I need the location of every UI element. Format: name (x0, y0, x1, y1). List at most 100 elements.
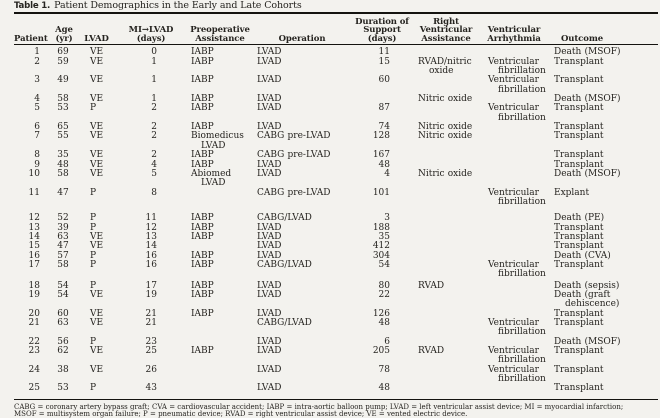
cell-duration: 48 (338, 384, 414, 401)
cell-filler (628, 161, 658, 170)
cell-outcome: Transplant (554, 222, 604, 233)
cell-outcome: Transplant (554, 56, 604, 67)
column-header-age: Age (yr) (44, 13, 84, 46)
cell-age: 59 (57, 56, 69, 67)
cell-operation: LVAD (257, 75, 282, 86)
column-header-filler (628, 13, 658, 46)
cell-outcome: Transplant (554, 103, 604, 114)
cell-lvad: VE (90, 159, 104, 170)
cell-outcome: Transplant (554, 308, 604, 319)
cell-patient: 5 (34, 103, 40, 114)
cell-age: 58 (57, 94, 69, 105)
cell-rv_assist (414, 319, 486, 338)
cell-outcome: Transplant (554, 131, 604, 142)
cell-duration: 80 (378, 280, 390, 291)
cell-mi_to_lvad: 14 (145, 241, 157, 252)
cell-filler (628, 280, 658, 291)
cell-preop (178, 384, 254, 401)
cell-outcome: Death (sepsis) (554, 280, 620, 291)
cell-mi_to_lvad: 1 (151, 94, 157, 105)
table-row-patient-7: 7 55 VE 2 Biomedicus LVAD CABG pre-LVAD 128 Nit… (14, 132, 658, 151)
cell-lvad: VE (90, 75, 104, 86)
cell-lvad: P (90, 213, 97, 224)
cell-preop: IABP (191, 94, 214, 105)
cell-age: 52 (57, 213, 69, 224)
cell-patient: 9 (34, 159, 40, 170)
cell-arrhythmia (486, 161, 548, 170)
cell-operation: CABG/LVAD (257, 213, 312, 224)
table-row-patient-8: 8 35 VE 2 IABP CABG pre-LVAD 167 Transplant (14, 150, 658, 161)
cell-operation: LVAD (257, 122, 282, 133)
cell-preop: IABP (191, 346, 214, 357)
cell-patient: 12 (28, 213, 40, 224)
cell-outcome: Death (MSOF) (554, 47, 621, 58)
cell-outcome: Transplant (554, 75, 604, 86)
table-row-patient-11: 11 47 P 8 CABG pre-LVAD 101 Ventricular fibril… (14, 187, 658, 208)
cell-operation: LVAD (257, 241, 282, 252)
cell-arrhythmia (486, 151, 548, 160)
table-row-patient-20: 20 60 VE 21 IABP LVAD 126 Transplant (14, 308, 658, 319)
cell-patient: 20 (28, 308, 40, 319)
cell-outcome: Explant (554, 187, 590, 198)
cell-rv_assist: Nitric oxide (418, 131, 473, 142)
cell-operation: LVAD (257, 336, 282, 347)
cell-rv_assist (414, 76, 486, 95)
cell-filler (628, 58, 658, 77)
cell-filler (628, 123, 658, 132)
cell-filler (628, 170, 658, 189)
table-row-patient-9: 9 48 VE 4 IABP LVAD 48 Transplant (14, 159, 658, 170)
table-title: Patient Demographics in the Early and La… (54, 0, 302, 11)
cell-preop: Abiomed LVAD (191, 168, 232, 189)
cell-age: 62 (57, 346, 69, 357)
cell-lvad: VE (90, 131, 104, 142)
table-row-patient-12: 12 52 P 11 IABP CABG/LVAD 3 Death (PE) (14, 207, 658, 223)
cell-lvad: P (90, 222, 97, 233)
cell-preop (178, 338, 254, 347)
cell-arrhythmia (486, 207, 548, 223)
cell-age: 57 (57, 250, 69, 261)
table-row-patient-16: 16 57 P 16 IABP LVAD 304 Death (CVA) (14, 250, 658, 261)
cell-lvad: VE (90, 318, 104, 329)
cell-mi_to_lvad: 17 (145, 280, 157, 291)
cell-rv_assist: RVAD (418, 346, 445, 357)
cell-arrhythmia (486, 242, 548, 251)
cell-lvad: VE (90, 308, 104, 319)
cell-operation: LVAD (257, 47, 282, 58)
cell-age: 55 (57, 131, 69, 142)
table-row-patient-1: 1 69 VE 0 IABP LVAD 11 Death (MSOF) (14, 45, 658, 58)
cell-lvad: VE (90, 364, 104, 375)
footnote-line-1: CABG = coronary artery bypass graft; CVA… (14, 402, 624, 411)
cell-patient: 1 (34, 47, 40, 58)
cell-lvad: VE (90, 122, 104, 133)
cell-preop: IABP (191, 213, 214, 224)
cell-lvad: P (84, 384, 116, 401)
cell-duration: 74 (378, 122, 390, 133)
table-row-patient-15: 15 47 VE 14 LVAD 412 Transplant (14, 241, 658, 252)
cell-preop: IABP (191, 159, 214, 170)
cell-duration: 48 (378, 159, 390, 170)
cell-outcome: Transplant (548, 384, 628, 401)
cell-mi_to_lvad: 21 (145, 308, 157, 319)
cell-mi_to_lvad: 21 (145, 318, 157, 329)
cell-duration: 205 (372, 346, 390, 357)
cell-filler (628, 310, 658, 319)
cell-duration: 35 (378, 231, 390, 242)
cell-rv_assist (414, 151, 486, 160)
cell-arrhythmia (486, 170, 548, 189)
cell-arrhythmia (486, 224, 548, 233)
cell-outcome: Transplant (554, 241, 604, 252)
cell-rv_assist: Nitric oxide (418, 168, 473, 179)
cell-lvad: P (90, 187, 97, 198)
cell-outcome: Transplant (554, 346, 604, 357)
cell-arrhythmia: Ventricular fibrillation (488, 75, 546, 95)
cell-duration: 78 (378, 364, 390, 375)
cell-operation: LVAD (257, 364, 282, 375)
cell-operation: LVAD (257, 168, 282, 179)
table-row-patient-13: 13 39 P 12 IABP LVAD 188 Transplant (14, 222, 658, 233)
cell-rv_assist (414, 384, 486, 401)
demographics-table: Patient Age (yr) LVAD MI→LVAD (days) Preoperat… (14, 12, 658, 401)
cell-preop: IABP (191, 231, 214, 242)
cell-age: 54 (57, 289, 69, 300)
cell-duration: 167 (372, 150, 390, 161)
cell-arrhythmia: Ventricular fibrillation (488, 259, 546, 280)
